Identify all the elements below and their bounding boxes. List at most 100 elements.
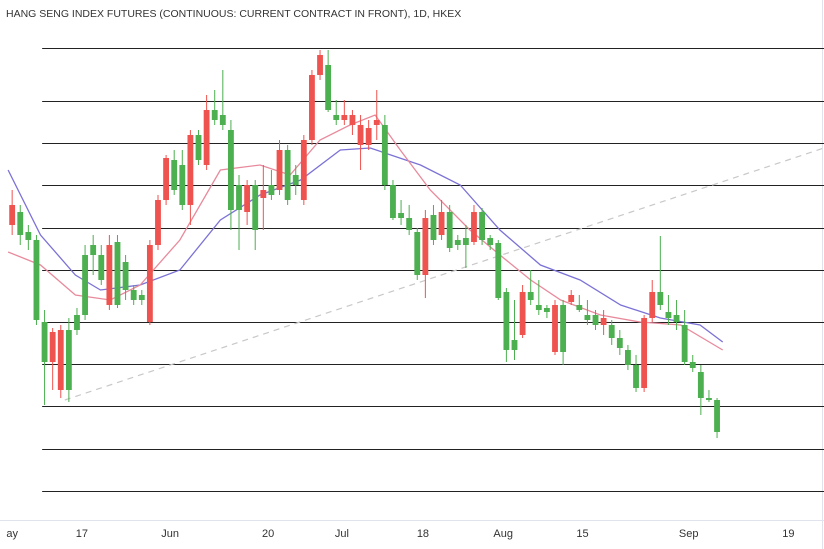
candle-body <box>633 365 639 388</box>
x-tick-label: 15 <box>576 528 588 540</box>
chart-title: HANG SENG INDEX FUTURES (CONTINUOUS: CUR… <box>6 8 461 20</box>
x-tick-label: Jun <box>161 528 179 540</box>
candle-body <box>706 398 712 400</box>
candle-body <box>236 185 242 210</box>
candle-body <box>333 115 340 120</box>
candle-body <box>641 318 648 388</box>
candle-body <box>122 262 129 290</box>
candle-body <box>146 245 153 322</box>
candle-body <box>398 213 404 218</box>
candle-body <box>414 232 421 275</box>
candle-body <box>714 400 720 432</box>
candle-body <box>608 325 615 338</box>
candle-body <box>357 125 364 145</box>
candle-body <box>17 212 24 235</box>
candle-body <box>130 290 137 300</box>
candle-body <box>341 115 348 120</box>
candle-body <box>519 292 526 335</box>
candle-body <box>211 110 218 120</box>
candle-body <box>584 315 591 320</box>
candle-body <box>454 240 461 245</box>
candle-body <box>65 330 72 390</box>
candle-body <box>74 315 80 330</box>
candle-body <box>114 242 121 305</box>
plot-area <box>7 48 824 492</box>
candle-body <box>365 128 372 145</box>
candle-body <box>487 238 494 245</box>
candle-body <box>49 332 56 362</box>
candle-body <box>57 330 64 390</box>
candle-body <box>284 150 291 200</box>
candle-body <box>292 175 299 185</box>
candle-body <box>98 255 105 280</box>
candle-body <box>495 243 502 298</box>
x-tick-label: Sep <box>679 528 699 540</box>
candle-body <box>479 212 486 240</box>
candle-body <box>25 232 32 240</box>
candle-body <box>252 185 259 230</box>
candle-body <box>309 75 315 140</box>
candle-body <box>171 160 178 190</box>
candle-body <box>616 338 623 348</box>
x-tick-label: Jul <box>335 528 349 540</box>
candle-body <box>227 130 234 210</box>
candle-body <box>406 218 413 230</box>
candle-body <box>511 340 518 350</box>
candle-body <box>600 318 607 325</box>
candle-body <box>187 135 194 205</box>
candle-body <box>203 110 210 165</box>
candle-body <box>390 185 396 218</box>
x-tick-label: 20 <box>262 528 274 540</box>
candle-body <box>697 372 704 398</box>
x-tick-label: 17 <box>76 528 88 540</box>
candle-body <box>560 305 567 352</box>
candle-body <box>9 205 16 225</box>
candle-body <box>527 292 534 300</box>
candle-body <box>471 212 477 242</box>
candle-body <box>657 292 664 305</box>
candle-body <box>260 190 267 198</box>
candle-body <box>179 165 186 205</box>
candle-body <box>82 255 88 315</box>
candle-body <box>430 215 437 240</box>
trendline <box>64 147 824 401</box>
candle-body <box>568 295 575 302</box>
candle-body <box>649 292 656 318</box>
candle-body <box>438 212 445 235</box>
candle-body <box>244 185 251 212</box>
candle-body <box>535 305 542 310</box>
candle-body <box>681 325 688 362</box>
candle-body <box>317 55 323 75</box>
candle-body <box>349 115 356 125</box>
candle-body <box>268 185 275 195</box>
candle-body <box>689 362 696 368</box>
candle-body <box>673 315 680 322</box>
candle-body <box>381 125 388 185</box>
candle-body <box>90 245 97 255</box>
x-tick-label: ay <box>6 528 18 540</box>
candle-body <box>219 115 226 125</box>
candle-body <box>138 295 145 300</box>
candle-body <box>33 240 40 320</box>
candle-body <box>422 218 429 275</box>
candle-body <box>592 315 599 325</box>
candle-body <box>503 292 510 350</box>
candle-body <box>106 245 113 305</box>
candle-body <box>155 200 161 245</box>
candle-body <box>665 312 672 318</box>
candle-body <box>446 212 453 248</box>
candle-body <box>41 322 48 362</box>
candle-body <box>552 305 558 352</box>
x-tick-label: 18 <box>417 528 429 540</box>
candle-body <box>325 65 332 110</box>
candle-body <box>195 135 202 160</box>
candle-body <box>543 308 550 312</box>
x-tick-label: Aug <box>493 528 513 540</box>
candle-body <box>276 150 283 190</box>
candle-body <box>373 120 380 125</box>
candle-body <box>576 305 583 310</box>
candle-body <box>462 238 469 245</box>
candle-body <box>625 350 631 365</box>
